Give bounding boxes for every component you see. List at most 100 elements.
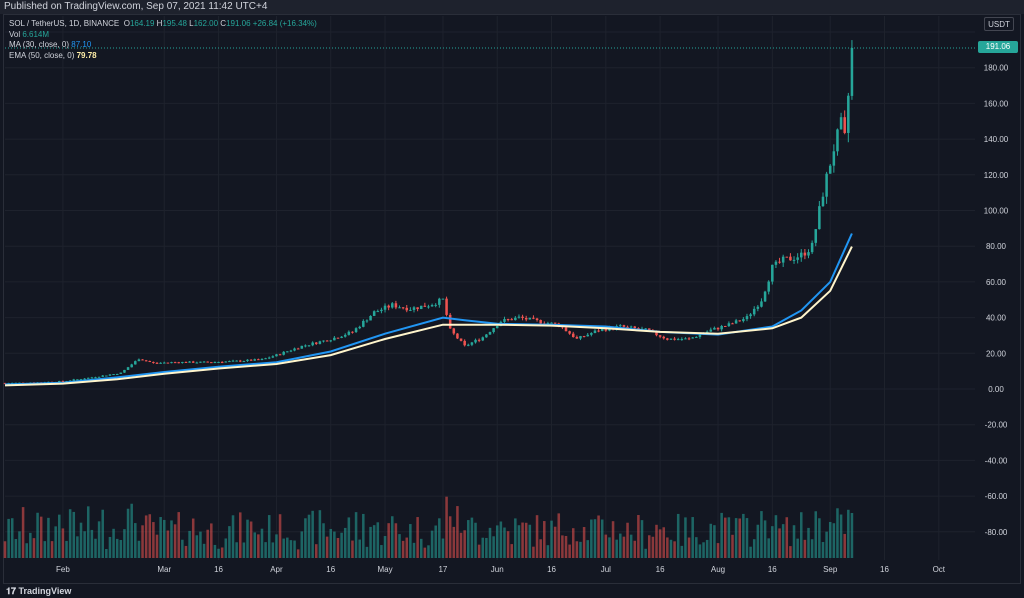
- volume-bar: [83, 531, 86, 558]
- volume-bar: [21, 507, 25, 558]
- volume-bar: [626, 522, 629, 558]
- candle-body: [597, 330, 600, 332]
- candle-body: [293, 348, 296, 351]
- volume-bar: [803, 539, 807, 558]
- x-tick-label: 16: [656, 565, 665, 574]
- candle-body: [401, 307, 405, 309]
- volume-bar: [495, 525, 499, 558]
- candle-body: [188, 361, 191, 363]
- candle-body: [380, 309, 383, 312]
- ohlc-o-value: 164.19: [129, 19, 155, 28]
- candle-body: [818, 206, 821, 230]
- volume-bar: [568, 544, 571, 558]
- volume-bar: [304, 518, 307, 558]
- volume-bar: [742, 513, 745, 558]
- volume-bar: [358, 539, 361, 558]
- volume-bar: [499, 521, 503, 558]
- currency-selector[interactable]: USDT: [984, 17, 1014, 31]
- volume-bar: [430, 530, 434, 558]
- candle-body: [86, 377, 90, 379]
- candle-body: [134, 361, 137, 365]
- volume-bar: [713, 525, 716, 558]
- volume-bar: [438, 518, 441, 558]
- candle-body: [488, 332, 492, 335]
- volume-bar: [79, 522, 83, 558]
- candle-body: [419, 305, 423, 310]
- volume-bar: [532, 546, 535, 558]
- candle-body: [387, 305, 390, 308]
- x-tick-label: Jul: [601, 565, 611, 574]
- volume-bar: [590, 519, 593, 558]
- y-tick-label: -40.00: [985, 456, 1008, 465]
- candle-body: [517, 316, 521, 318]
- volume-bar: [477, 544, 481, 558]
- volume-bar: [553, 526, 557, 558]
- tradingview-logo[interactable]: 𝟏𝟕 TradingView: [6, 584, 71, 598]
- candle-body: [579, 336, 582, 339]
- volume-bar: [286, 537, 289, 558]
- candle-body: [814, 229, 818, 243]
- volume-bar: [137, 540, 141, 558]
- candle-body: [586, 334, 589, 337]
- volume-bar: [394, 523, 398, 558]
- candle-body: [655, 331, 658, 336]
- volume-bar: [586, 540, 589, 558]
- volume-bar: [828, 521, 832, 558]
- volume-bar: [199, 531, 202, 558]
- chart-frame[interactable]: [3, 14, 1021, 584]
- candle-body: [170, 362, 173, 364]
- volume-bar: [322, 523, 325, 558]
- volume-bar: [72, 511, 76, 558]
- x-axis-labels: Feb Mar 16 Apr 16 May 17 Jun 16 Jul 16 Aug 16 Sep 16 Oc…: [56, 565, 946, 574]
- candle-body: [495, 326, 499, 329]
- ma-label: MA (30, close, 0): [9, 40, 70, 49]
- volume-bar: [535, 515, 539, 558]
- volume-bar: [246, 519, 249, 558]
- candle-body: [459, 338, 463, 341]
- candle-body: [427, 306, 430, 308]
- candle-body: [452, 328, 456, 334]
- volume-bar: [843, 533, 846, 558]
- candle-body: [311, 342, 314, 346]
- volume-bar: [58, 514, 61, 558]
- volume-bar: [825, 531, 828, 558]
- volume-bar: [720, 512, 723, 558]
- volume-bar: [695, 537, 698, 558]
- volume-bar: [336, 537, 340, 558]
- volume-bar: [184, 545, 188, 558]
- candle-body: [271, 356, 275, 358]
- volume-bar: [152, 522, 155, 558]
- volume-bar: [108, 536, 112, 558]
- candle-body: [604, 328, 608, 331]
- volume-bar: [604, 534, 608, 558]
- volume-bar: [774, 515, 778, 558]
- volume-bar: [54, 526, 57, 558]
- candle-body: [405, 307, 409, 311]
- candle-body: [470, 342, 474, 345]
- candle-body: [539, 320, 542, 324]
- candle-body: [61, 380, 65, 382]
- candle-body: [796, 257, 799, 260]
- candle-body: [394, 303, 398, 308]
- volume-bar: [318, 510, 322, 558]
- volume-bar: [427, 545, 430, 558]
- candle-body: [684, 338, 687, 340]
- volume-bar: [738, 518, 742, 558]
- volume-bar: [676, 513, 680, 558]
- candle-body: [506, 319, 510, 321]
- candle-body: [781, 256, 785, 263]
- volume-bar: [94, 538, 97, 558]
- volume-bar: [467, 520, 470, 558]
- candle-body: [369, 315, 372, 321]
- ohlc-c-label: C: [220, 19, 227, 28]
- volume-bar: [362, 513, 365, 558]
- volume-bar: [206, 529, 209, 558]
- candle-body: [546, 323, 550, 325]
- volume-bar: [579, 541, 582, 558]
- volume-bar: [847, 509, 850, 558]
- volume-bar: [528, 524, 532, 558]
- candle-body: [278, 354, 282, 356]
- y-tick-label: 80.00: [986, 242, 1007, 251]
- volume-bar: [687, 537, 691, 558]
